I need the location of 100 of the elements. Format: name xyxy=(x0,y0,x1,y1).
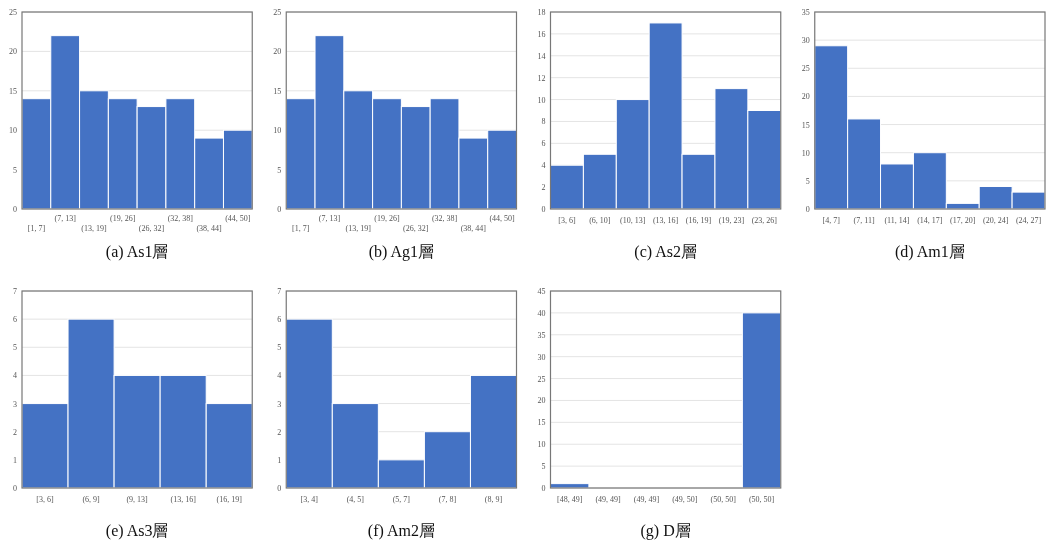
y-tick-label: 5 xyxy=(805,176,810,186)
y-tick-label: 10 xyxy=(801,148,810,158)
text: (d) Am1層 xyxy=(894,243,965,261)
x-tick-label: [1, 7] xyxy=(291,224,310,233)
x-tick-label: [3, 6] xyxy=(558,216,576,225)
y-tick-label: 40 xyxy=(537,308,546,318)
text: (b) Ag1層 xyxy=(368,243,435,261)
x-tick-label: (19, 26] xyxy=(110,214,136,223)
x-tick-label: (7, 13] xyxy=(318,214,341,223)
y-tick-label: 0 xyxy=(13,205,17,214)
x-tick-label: (50, 50] xyxy=(710,495,737,504)
x-tick-label: (49, 49] xyxy=(595,495,622,504)
y-tick-label: 2 xyxy=(13,427,17,437)
x-tick-label: (13, 16] xyxy=(170,495,197,504)
y-tick-label: 15 xyxy=(9,86,17,96)
y-tick-label: 1 xyxy=(277,455,282,465)
y-tick-label: 2 xyxy=(541,183,546,193)
x-tick-label: (7, 11] xyxy=(853,216,875,225)
y-tick-label: 3 xyxy=(13,399,17,409)
x-tick-label: (14, 17] xyxy=(917,216,943,225)
x-tick-label: (5, 7] xyxy=(392,495,411,504)
y-tick-label: 0 xyxy=(277,205,282,214)
y-tick-label: 15 xyxy=(273,86,282,96)
x-tick-label: (23, 26] xyxy=(751,216,778,225)
x-tick-label: (49, 50] xyxy=(672,495,698,504)
y-tick-label: 30 xyxy=(801,36,810,46)
text: (g) D層 xyxy=(640,522,691,540)
y-tick-label: 10 xyxy=(537,95,546,105)
y-tick-label: 5 xyxy=(541,462,546,472)
y-tick-label: 12 xyxy=(537,73,546,83)
x-tick-label: [3, 6] xyxy=(36,495,55,504)
x-tick-label: (10, 13] xyxy=(620,216,646,225)
x-tick-label: (9, 13] xyxy=(126,495,149,504)
y-tick-label: 15 xyxy=(801,120,810,130)
y-tick-label: 0 xyxy=(805,205,810,214)
y-tick-label: 7 xyxy=(13,287,17,296)
y-tick-label: 4 xyxy=(541,161,546,171)
y-tick-label: 16 xyxy=(537,29,546,39)
x-tick-label: (26, 32] xyxy=(138,224,165,233)
x-tick-label: (38, 44] xyxy=(460,224,487,233)
y-tick-label: 25 xyxy=(537,374,546,384)
y-tick-label: 18 xyxy=(537,8,546,17)
y-tick-label: 6 xyxy=(277,315,282,325)
x-tick-label: (19, 26] xyxy=(374,214,400,223)
y-tick-label: 0 xyxy=(13,484,17,493)
x-tick-label: [4, 7] xyxy=(822,216,841,225)
y-tick-label: 15 xyxy=(537,418,546,428)
y-tick-label: 5 xyxy=(277,165,282,175)
x-tick-label: (38, 44] xyxy=(196,224,223,233)
y-tick-label: 35 xyxy=(801,8,810,17)
x-tick-label: (32, 38] xyxy=(167,214,194,223)
y-tick-label: 1 xyxy=(13,455,17,465)
x-tick-label: (7, 8] xyxy=(438,495,457,504)
x-tick-label: (13, 19] xyxy=(345,224,372,233)
y-tick-label: 8 xyxy=(541,117,546,127)
y-tick-label: 0 xyxy=(541,205,546,214)
x-tick-label: (7, 13] xyxy=(54,214,77,223)
x-tick-label: (19, 23] xyxy=(718,216,745,225)
x-tick-label: (26, 32] xyxy=(403,224,429,233)
x-tick-label: (44, 50] xyxy=(225,214,251,223)
x-tick-label: (17, 20] xyxy=(950,216,976,225)
y-tick-label: 35 xyxy=(537,330,546,340)
y-tick-label: 5 xyxy=(13,343,17,353)
x-tick-label: [3, 4] xyxy=(300,495,319,504)
y-tick-label: 4 xyxy=(13,371,17,381)
y-tick-label: 20 xyxy=(801,92,810,102)
y-tick-label: 3 xyxy=(277,399,282,409)
x-tick-label: (20, 24] xyxy=(983,216,1009,225)
x-tick-label: (44, 50] xyxy=(489,214,516,223)
x-tick-label: (6, 10] xyxy=(589,216,611,225)
x-tick-label: (11, 14] xyxy=(884,216,910,225)
y-tick-label: 20 xyxy=(273,47,282,57)
y-tick-label: 2 xyxy=(277,427,282,437)
y-tick-label: 14 xyxy=(537,51,546,61)
y-tick-label: 10 xyxy=(9,126,17,136)
x-tick-label: [48, 49] xyxy=(557,495,583,504)
x-tick-label: (16, 19] xyxy=(685,216,712,225)
x-tick-label: (24, 27] xyxy=(1015,216,1042,225)
x-tick-label: [1, 7] xyxy=(27,224,46,233)
x-tick-label: (4, 5] xyxy=(346,495,365,504)
x-tick-label: (49, 49] xyxy=(633,495,660,504)
y-tick-label: 25 xyxy=(273,8,282,17)
x-tick-label: (6, 9] xyxy=(82,495,101,504)
y-tick-label: 20 xyxy=(537,396,546,406)
text: (e) As3層 xyxy=(105,522,169,540)
y-tick-label: 20 xyxy=(9,47,17,57)
y-tick-label: 10 xyxy=(273,126,282,136)
y-tick-label: 5 xyxy=(277,343,282,353)
x-tick-label: (16, 19] xyxy=(216,495,243,504)
y-tick-label: 6 xyxy=(541,139,546,149)
text: (c) As2層 xyxy=(634,243,697,261)
y-tick-label: 25 xyxy=(801,64,810,74)
y-tick-label: 7 xyxy=(277,287,282,296)
x-tick-label: (8, 9] xyxy=(484,495,503,504)
y-tick-label: 5 xyxy=(13,165,17,175)
y-tick-label: 4 xyxy=(277,371,282,381)
x-tick-label: (13, 16] xyxy=(652,216,679,225)
text: (f) Am2層 xyxy=(367,522,435,540)
y-tick-label: 10 xyxy=(537,440,546,450)
x-tick-label: (50, 50] xyxy=(748,495,775,504)
